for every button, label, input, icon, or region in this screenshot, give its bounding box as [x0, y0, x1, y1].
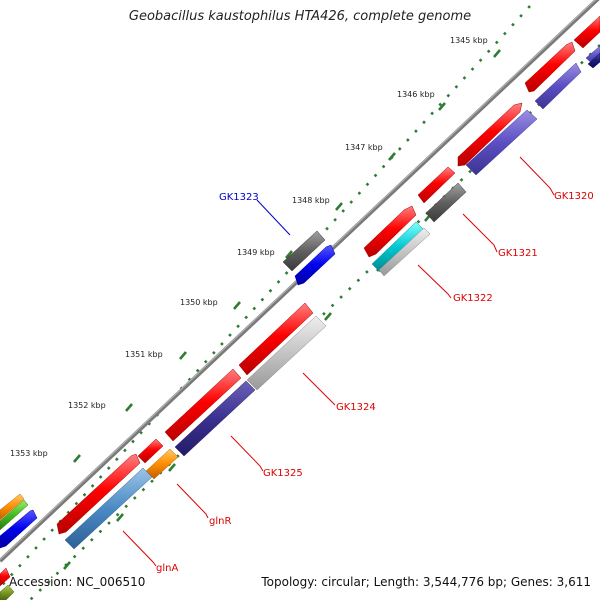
cds-gk1324-inner[interactable]	[246, 315, 327, 391]
cds-feature[interactable]	[0, 509, 38, 549]
cds-feature[interactable]	[0, 567, 11, 587]
cds-feature[interactable]	[573, 15, 600, 49]
genome-summary-text: Topology: circular; Length: 3,544,776 bp…	[261, 575, 591, 589]
tick-label: 1347 kbp	[345, 143, 383, 152]
cds-gk1320-inner[interactable]	[534, 62, 582, 110]
cds-gk1322-outer[interactable]	[363, 205, 417, 258]
gene-label-gk1321[interactable]: GK1321	[498, 248, 538, 259]
tick-label: 1351 kbp	[125, 350, 163, 359]
cds-glna-inner[interactable]	[64, 467, 153, 550]
cds-gk1321-inner[interactable]	[425, 182, 467, 223]
gene-label-gk1324[interactable]: GK1324	[336, 402, 376, 413]
gene-label-gk1325[interactable]: GK1325	[263, 468, 303, 479]
cds-gk1324-outer[interactable]	[238, 302, 314, 376]
cds-gk1320-outer[interactable]	[524, 41, 576, 93]
gene-label-gk1323[interactable]: GK1323	[219, 192, 259, 203]
major-ticks-outer	[73, 49, 501, 463]
tick-labels: 1345 kbp 1346 kbp 1347 kbp 1348 kbp 1349…	[10, 36, 488, 458]
cds-gk1321-outer2[interactable]	[417, 166, 456, 204]
cds-gk1323-gray[interactable]	[282, 230, 326, 272]
gene-label-gk1320[interactable]: GK1320	[554, 191, 594, 202]
tick-label: 1345 kbp	[450, 36, 488, 45]
leader-lines	[122, 156, 555, 567]
tick-label: 1352 kbp	[68, 401, 106, 410]
gene-label-glnr[interactable]: glnR	[209, 516, 231, 527]
cds-feature[interactable]	[0, 499, 29, 531]
tick-label: 1348 kbp	[292, 196, 330, 205]
cds-gk1321-outer[interactable]	[457, 102, 523, 167]
cds-feature[interactable]	[0, 493, 25, 521]
cds-gk1320-inner2[interactable]	[465, 109, 538, 176]
cds-gk1325-outer[interactable]	[164, 368, 242, 442]
accession-text: Accession: NC_006510	[9, 575, 146, 589]
tick-label: 1346 kbp	[397, 90, 435, 99]
gene-label-gk1322[interactable]: GK1322	[453, 293, 493, 304]
cds-glnr-outer[interactable]	[137, 438, 164, 464]
gene-label-glna[interactable]: glnA	[156, 563, 178, 574]
tick-label: 1353 kbp	[10, 449, 48, 458]
cds-feature[interactable]	[0, 584, 15, 600]
cds-glna-outer[interactable]	[56, 453, 141, 535]
cds-feature[interactable]	[587, 52, 600, 69]
cds-gk1322-inner2[interactable]	[378, 227, 431, 277]
cds-gk1323-blue[interactable]	[294, 244, 336, 286]
tick-label: 1350 kbp	[180, 298, 218, 307]
tick-label: 1349 kbp	[237, 248, 275, 257]
map-title: Geobacillus kaustophilus HTA426, complet…	[128, 9, 472, 24]
cds-gk1325-inner[interactable]	[174, 380, 256, 457]
